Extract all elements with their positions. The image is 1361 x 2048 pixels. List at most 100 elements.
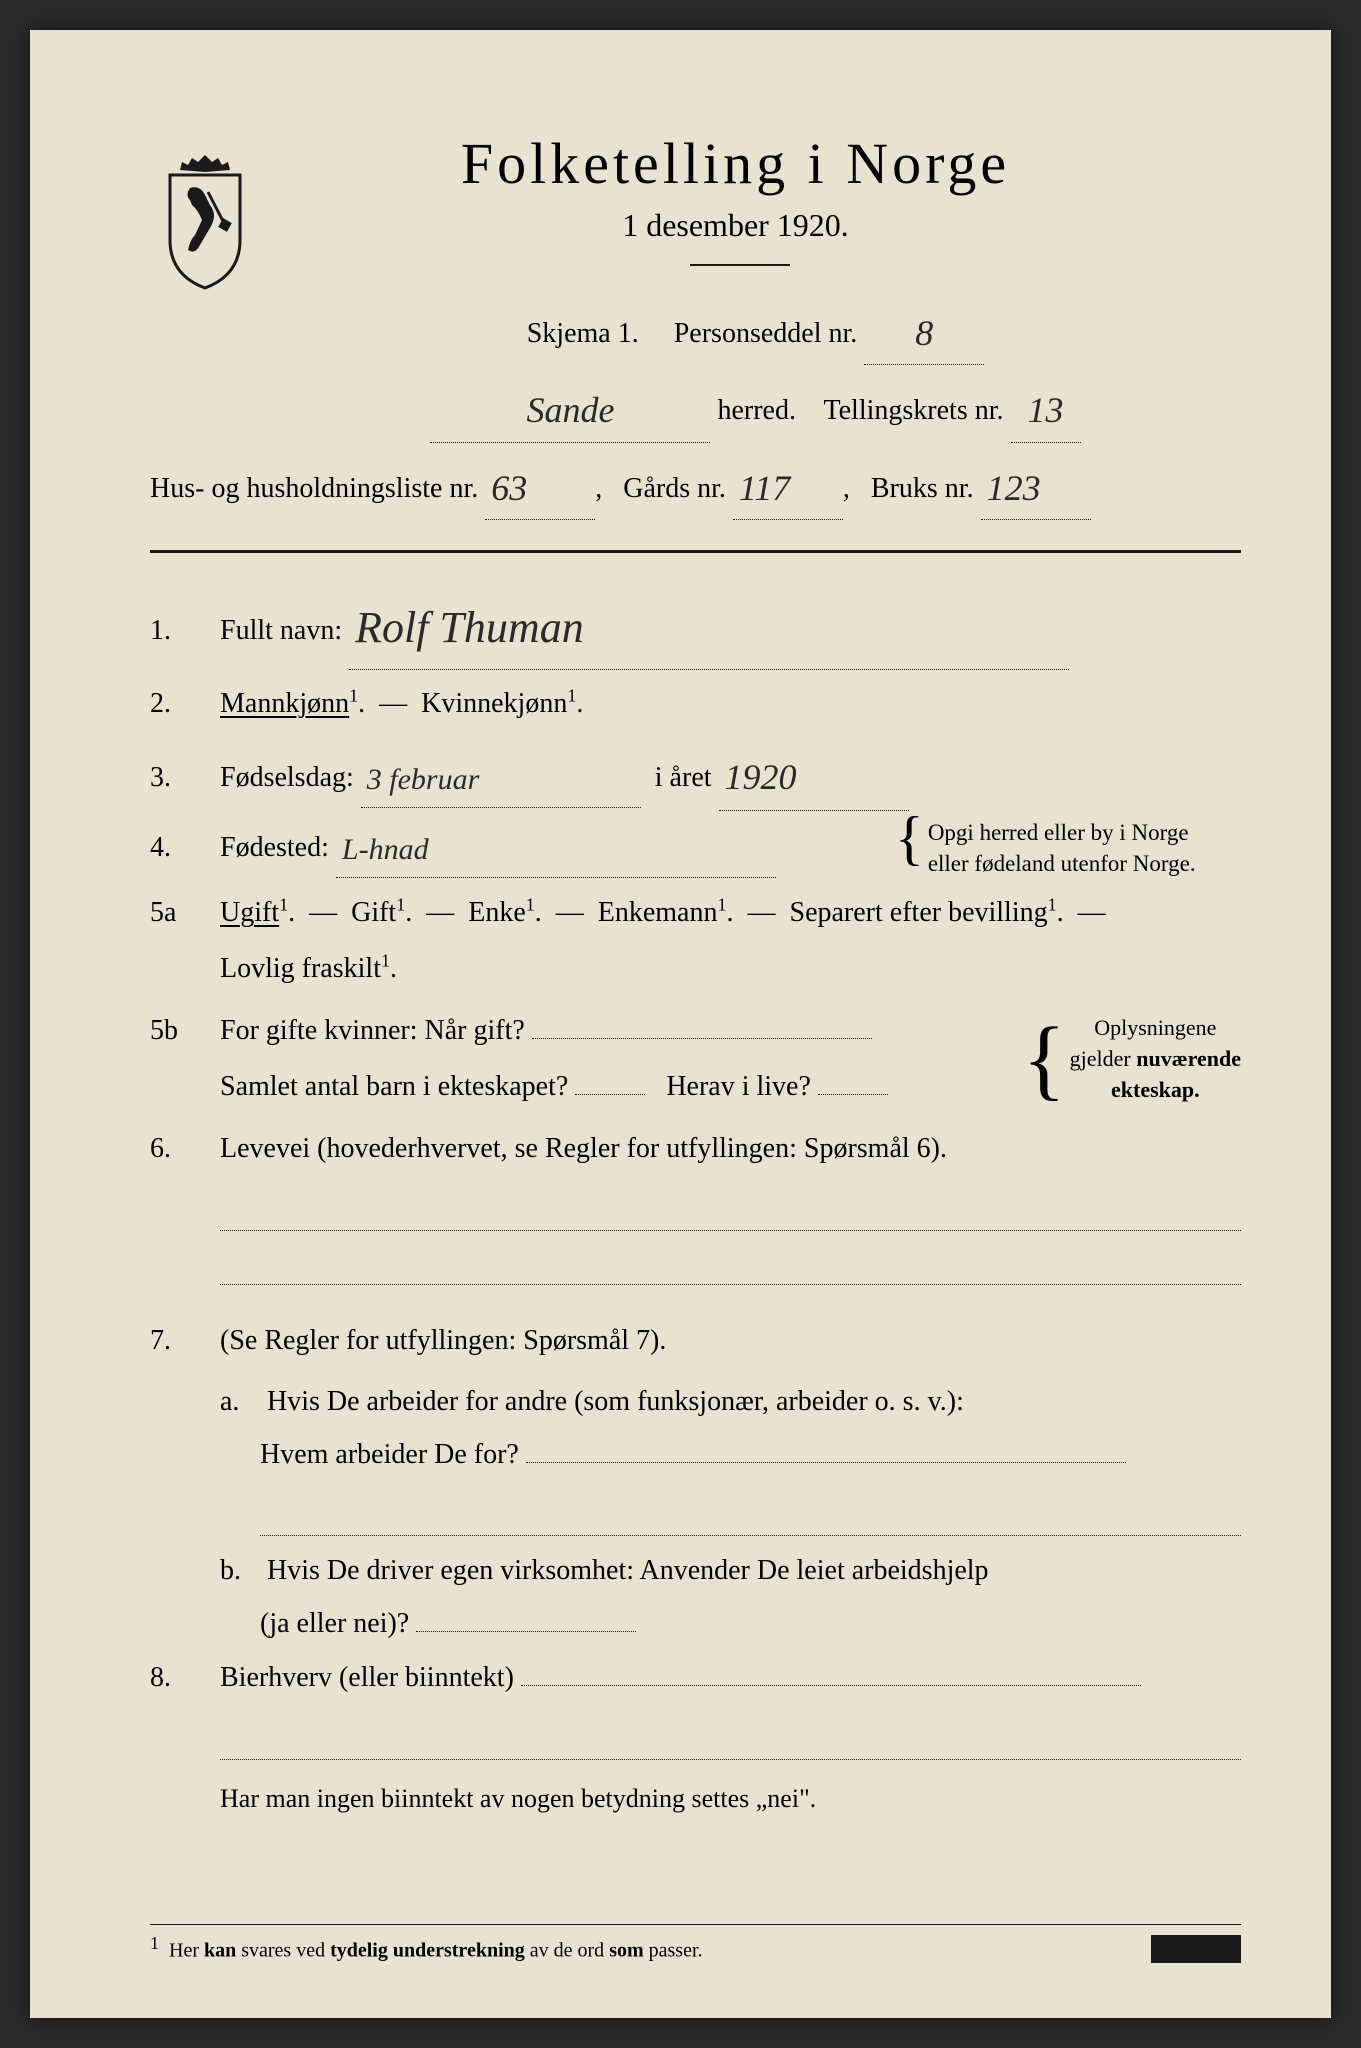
- q8-num: 8.: [150, 1650, 220, 1706]
- q5b-label2: Samlet antal barn i ekteskapet?: [220, 1071, 568, 1102]
- q1-label: Fullt navn:: [220, 615, 342, 646]
- gards-field[interactable]: 117: [733, 451, 843, 520]
- q4-row: 4. Fødested: L-hnad { Opgi herred eller …: [150, 817, 1241, 879]
- q7a-letter: a.: [220, 1375, 260, 1428]
- q7-num: 7.: [150, 1313, 220, 1369]
- footnote-marker: 1: [150, 1933, 159, 1953]
- tellingskrets-value: 13: [1028, 390, 1064, 430]
- q7b-line2: (ja eller nei)?: [260, 1608, 409, 1639]
- personseddel-field[interactable]: 8: [864, 296, 984, 365]
- brace-icon: {: [895, 817, 924, 859]
- q3-day-value: 3 februar: [367, 763, 480, 796]
- q1-num: 1.: [150, 603, 220, 659]
- q7-intro: (Se Regler for utfyllingen: Spørsmål 7).: [220, 1313, 1241, 1369]
- q4-note-line1: Opgi herred eller by i Norge: [928, 820, 1189, 845]
- footnote-text: Her kan svares ved tydelig understreknin…: [169, 1940, 703, 1962]
- skjema-row: Skjema 1. Personseddel nr. 8: [150, 296, 1241, 365]
- q5b-field1[interactable]: [532, 1038, 872, 1039]
- q7a-line2-row: Hvem arbeider De for?: [220, 1428, 1241, 1481]
- herred-field[interactable]: Sande: [430, 373, 710, 442]
- husliste-value: 63: [491, 468, 527, 508]
- q7b-line2-row: (ja eller nei)?: [220, 1597, 1241, 1650]
- q6-writeline-1[interactable]: [220, 1185, 1241, 1231]
- personseddel-value: 8: [915, 313, 933, 353]
- q1-field[interactable]: Rolf Thuman: [349, 581, 1069, 670]
- bruks-field[interactable]: 123: [981, 451, 1091, 520]
- herred-row: Sande herred. Tellingskrets nr. 13: [150, 373, 1241, 442]
- husliste-label: Hus- og husholdningsliste nr.: [150, 473, 478, 504]
- q8-field[interactable]: [521, 1685, 1141, 1686]
- brace-icon: {: [1022, 1028, 1065, 1091]
- footnote-area: 1 Her kan svares ved tydelig understrekn…: [150, 1924, 1241, 1963]
- census-form-page: Folketelling i Norge 1 desember 1920. Sk…: [30, 30, 1331, 2018]
- husliste-field[interactable]: 63: [485, 451, 595, 520]
- q7a-field[interactable]: [526, 1462, 1126, 1463]
- q5b-row: 5b For gifte kvinner: Når gift? Samlet a…: [150, 1003, 1241, 1115]
- q7b-row: b. Hvis De driver egen virksomhet: Anven…: [220, 1544, 1241, 1597]
- q5b-note: { Oplysningene gjelder nuværende ekteska…: [1018, 1013, 1241, 1105]
- q2-mann[interactable]: Mannkjønn: [220, 688, 349, 719]
- q4-label: Fødested:: [220, 832, 329, 863]
- q5a-row: 5a Ugift1. — Gift1. — Enke1. — Enkemann1…: [150, 885, 1241, 997]
- q7b-line1: Hvis De driver egen virksomhet: Anvender…: [267, 1555, 989, 1586]
- q5b-field2[interactable]: [575, 1094, 645, 1095]
- q1-value: Rolf Thuman: [355, 603, 584, 652]
- q2-kvinne[interactable]: Kvinnekjønn: [421, 688, 567, 719]
- q5b-label3: Herav i live?: [666, 1071, 811, 1102]
- q6-row: 6. Levevei (hovederhvervet, se Regler fo…: [150, 1121, 1241, 1177]
- norway-crest-icon: [150, 150, 260, 290]
- header-rule: [150, 550, 1241, 553]
- personseddel-label: Personseddel nr.: [674, 318, 858, 349]
- q3-label: Fødselsdag:: [220, 762, 354, 793]
- q3-day-field[interactable]: 3 februar: [361, 747, 641, 808]
- q5a-separert[interactable]: Separert efter bevilling: [790, 897, 1048, 928]
- q5b-num: 5b: [150, 1003, 220, 1059]
- q4-value: L-hnad: [342, 833, 429, 866]
- q6-num: 6.: [150, 1121, 220, 1177]
- q7-row: 7. (Se Regler for utfyllingen: Spørsmål …: [150, 1313, 1241, 1369]
- q4-note-line2: eller fødeland utenfor Norge.: [928, 851, 1196, 876]
- q3-year-value: 1920: [725, 757, 797, 797]
- bottom-note: Har man ingen biinntekt av nogen betydni…: [220, 1774, 1241, 1823]
- q3-year-field[interactable]: 1920: [719, 738, 909, 811]
- q5b-note-line1: Oplysningene: [1094, 1015, 1216, 1040]
- q3-year-label: i året: [655, 762, 712, 793]
- q4-field[interactable]: L-hnad: [336, 817, 776, 878]
- q5a-gift[interactable]: Gift: [351, 897, 396, 928]
- q6-writeline-2[interactable]: [220, 1239, 1241, 1285]
- form-subtitle: 1 desember 1920.: [150, 207, 1241, 244]
- q7a-writeline[interactable]: [260, 1490, 1241, 1536]
- title-divider: [690, 264, 790, 266]
- bruks-label: Bruks nr.: [871, 473, 974, 504]
- q5b-note-line2: gjelder nuværende: [1070, 1046, 1241, 1071]
- q8-label: Bierhverv (eller biinntekt): [220, 1662, 514, 1693]
- herred-value: Sande: [526, 390, 614, 430]
- q5a-enkemann[interactable]: Enkemann: [598, 897, 718, 928]
- q4-num: 4.: [150, 820, 220, 876]
- bruks-value: 123: [987, 468, 1041, 508]
- q8-row: 8. Bierhverv (eller biinntekt): [150, 1650, 1241, 1706]
- form-title: Folketelling i Norge: [150, 130, 1241, 197]
- q3-row: 3. Fødselsdag: 3 februar i året 1920: [150, 738, 1241, 811]
- q3-num: 3.: [150, 750, 220, 806]
- q7b-field[interactable]: [416, 1631, 636, 1632]
- tellingskrets-label: Tellingskrets nr.: [823, 395, 1003, 426]
- q2-num: 2.: [150, 676, 220, 732]
- q5b-label1: For gifte kvinner: Når gift?: [220, 1015, 525, 1046]
- q2-dash: —: [379, 688, 407, 719]
- q5b-field3[interactable]: [818, 1094, 888, 1095]
- q5a-num: 5a: [150, 885, 220, 941]
- gards-label: Gårds nr.: [623, 473, 726, 504]
- q7a-line1: Hvis De arbeider for andre (som funksjon…: [267, 1386, 964, 1417]
- q7a-line2: Hvem arbeider De for?: [260, 1439, 519, 1470]
- printer-stamp-icon: [1151, 1935, 1241, 1963]
- q5a-enke[interactable]: Enke: [468, 897, 526, 928]
- q8-writeline[interactable]: [220, 1714, 1241, 1760]
- q5a-fraskilt[interactable]: Lovlig fraskilt: [220, 953, 381, 984]
- q1-row: 1. Fullt navn: Rolf Thuman: [150, 581, 1241, 670]
- q2-row: 2. Mannkjønn1. — Kvinnekjønn1.: [150, 676, 1241, 732]
- q5a-ugift[interactable]: Ugift: [220, 897, 279, 928]
- footnote-rule: [150, 1924, 1241, 1925]
- skjema-label: Skjema 1.: [527, 318, 639, 349]
- tellingskrets-field[interactable]: 13: [1011, 373, 1081, 442]
